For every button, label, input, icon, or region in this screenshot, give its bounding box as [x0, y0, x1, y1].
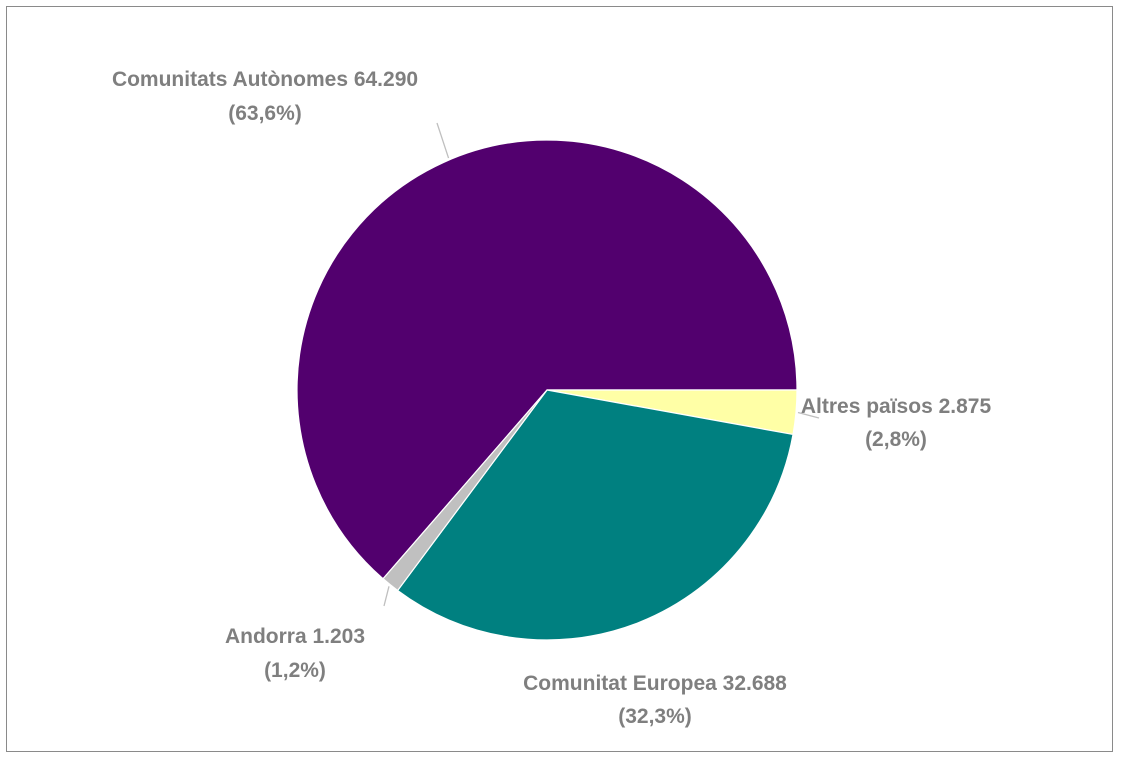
leader-lines-layer — [383, 122, 820, 607]
pie-slice-andorra — [382, 389, 548, 592]
slice-label-andorra: Andorra 1.203 — [225, 625, 365, 648]
leader-line-altres-paisos — [797, 411, 820, 419]
slices-layer — [296, 139, 798, 641]
pie-slice-comunitats-autonomes — [296, 139, 798, 580]
pie-slice-comunitat-europea — [396, 389, 794, 641]
slice-percent-andorra: (1,2%) — [264, 659, 326, 682]
leader-line-comunitats-autonomes — [436, 122, 450, 159]
slice-percent-comunitat-europea: (32,3%) — [618, 705, 692, 728]
slice-label-altres-paisos: Altres països 2.875 — [801, 395, 992, 418]
slice-label-comunitat-europea: Comunitat Europea 32.688 — [523, 672, 787, 695]
slice-percent-comunitats-autonomes: (63,6%) — [228, 102, 302, 125]
labels-layer: Comunitats Autònomes 64.290 (63,6%) Altres… — [112, 68, 992, 728]
leader-line-andorra — [383, 586, 390, 607]
slice-label-comunitats-autonomes: Comunitats Autònomes 64.290 — [112, 68, 418, 91]
slice-percent-altres-paisos: (2,8%) — [865, 428, 927, 451]
